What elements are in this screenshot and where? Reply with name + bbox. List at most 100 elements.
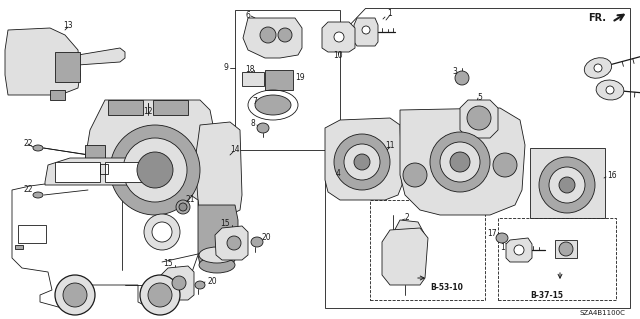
Ellipse shape	[354, 154, 370, 170]
Ellipse shape	[195, 281, 205, 289]
Ellipse shape	[176, 200, 190, 214]
Text: 19: 19	[295, 72, 305, 81]
Bar	[242, 72, 264, 86]
Text: 17: 17	[500, 243, 510, 253]
Polygon shape	[322, 22, 355, 52]
Polygon shape	[85, 100, 215, 215]
Ellipse shape	[33, 192, 43, 198]
Ellipse shape	[123, 138, 187, 202]
Bar	[55, 52, 80, 82]
Text: 18: 18	[245, 64, 255, 73]
Text: 15: 15	[220, 219, 230, 228]
Circle shape	[594, 64, 602, 72]
Ellipse shape	[110, 125, 200, 215]
Bar	[15, 245, 23, 249]
Text: 11: 11	[385, 140, 395, 150]
Ellipse shape	[559, 177, 575, 193]
Polygon shape	[325, 118, 402, 200]
Ellipse shape	[63, 283, 87, 307]
Ellipse shape	[33, 145, 43, 151]
Bar	[235, 10, 340, 150]
Circle shape	[152, 222, 172, 242]
Polygon shape	[161, 266, 194, 300]
Ellipse shape	[467, 106, 491, 130]
Ellipse shape	[344, 144, 380, 180]
Text: 20: 20	[207, 277, 216, 286]
Bar	[105, 162, 147, 182]
Ellipse shape	[140, 275, 180, 315]
Bar	[153, 100, 188, 115]
Polygon shape	[215, 226, 248, 260]
Text: 17: 17	[488, 228, 497, 238]
Circle shape	[227, 236, 241, 250]
Text: 21: 21	[185, 196, 195, 204]
Ellipse shape	[55, 275, 95, 315]
Text: 14: 14	[230, 145, 240, 154]
Circle shape	[172, 276, 186, 290]
Polygon shape	[354, 18, 378, 46]
Polygon shape	[584, 58, 612, 78]
Bar	[530, 148, 605, 218]
Ellipse shape	[493, 153, 517, 177]
Ellipse shape	[440, 142, 480, 182]
Circle shape	[514, 245, 524, 255]
Text: 20: 20	[262, 234, 271, 242]
Ellipse shape	[334, 134, 390, 190]
Bar	[370, 200, 485, 300]
Ellipse shape	[539, 157, 595, 213]
Ellipse shape	[179, 203, 187, 211]
Bar	[108, 100, 143, 115]
Polygon shape	[45, 158, 175, 185]
Polygon shape	[400, 108, 525, 215]
Bar	[55, 162, 100, 182]
Circle shape	[362, 26, 370, 34]
Ellipse shape	[450, 152, 470, 172]
Polygon shape	[50, 90, 65, 100]
Polygon shape	[390, 220, 425, 268]
Polygon shape	[382, 228, 428, 285]
Text: 10: 10	[333, 50, 343, 60]
Polygon shape	[460, 100, 498, 138]
Bar	[498, 218, 616, 300]
Polygon shape	[596, 80, 624, 100]
Ellipse shape	[137, 152, 173, 188]
Text: 1: 1	[388, 9, 392, 18]
Ellipse shape	[251, 237, 263, 247]
Ellipse shape	[199, 257, 235, 273]
Text: 3: 3	[452, 68, 458, 77]
Polygon shape	[12, 180, 198, 308]
Text: FR.: FR.	[588, 13, 606, 23]
Text: 13: 13	[63, 20, 73, 29]
Text: 22: 22	[23, 138, 33, 147]
Polygon shape	[195, 205, 238, 265]
Ellipse shape	[549, 167, 585, 203]
Bar	[85, 145, 105, 175]
Text: 9: 9	[223, 63, 228, 72]
Text: 2: 2	[404, 213, 410, 222]
Text: 22: 22	[23, 186, 33, 195]
Ellipse shape	[559, 242, 573, 256]
Polygon shape	[506, 238, 532, 262]
Text: 5: 5	[477, 93, 483, 101]
Text: 7: 7	[253, 98, 257, 107]
Text: 12: 12	[143, 108, 153, 116]
Bar	[18, 225, 46, 243]
Ellipse shape	[509, 247, 521, 257]
Text: B-53-10: B-53-10	[430, 284, 463, 293]
Text: 8: 8	[250, 120, 255, 129]
Circle shape	[334, 32, 344, 42]
Circle shape	[260, 27, 276, 43]
Polygon shape	[325, 8, 630, 308]
Text: SZA4B1100C: SZA4B1100C	[580, 310, 626, 316]
Ellipse shape	[430, 132, 490, 192]
Ellipse shape	[455, 71, 469, 85]
Text: 4: 4	[335, 168, 340, 177]
Text: 16: 16	[607, 170, 616, 180]
Text: 6: 6	[246, 11, 250, 19]
Ellipse shape	[148, 283, 172, 307]
Circle shape	[144, 214, 180, 250]
Bar	[555, 240, 577, 258]
Bar	[265, 70, 293, 90]
Text: 15: 15	[163, 258, 173, 268]
Polygon shape	[5, 28, 80, 95]
